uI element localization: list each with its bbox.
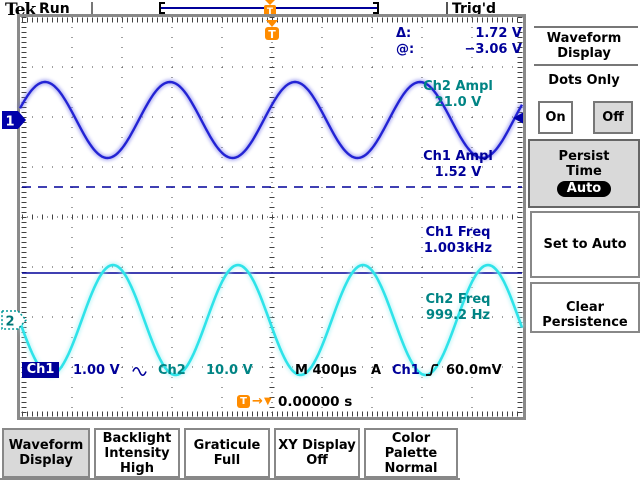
measurement-value: 1.003kHz	[423, 241, 493, 256]
trigger-mode: A	[371, 363, 382, 378]
trigger-source: Ch1	[392, 363, 420, 378]
dots-only-on-button[interactable]: On	[538, 101, 573, 134]
measurement-ch1-freq: Ch1 Freq 1.003kHz	[397, 225, 519, 257]
svg-text:T: T	[267, 7, 274, 17]
ch1-marker: 1	[2, 111, 26, 130]
delay-arrow-icon: →	[252, 394, 263, 409]
measurement-ch1-ampl: Ch1 Ampl 1.52 V	[397, 149, 519, 181]
svg-text:T: T	[268, 28, 276, 41]
ch2-label: Ch2	[158, 363, 186, 378]
clear-persistence-label: Persistence	[542, 315, 628, 330]
menu-label: Intensity	[104, 445, 170, 461]
side-menu-divider	[534, 26, 638, 28]
side-menu-divider	[534, 64, 638, 66]
record-left-bracket-icon	[159, 2, 165, 14]
ch1-waveform	[18, 80, 524, 160]
menu-label: Off	[306, 453, 328, 468]
persist-time-value-badge: Auto	[556, 181, 612, 197]
measurement-label: Ch1 Ampl	[423, 149, 493, 164]
menu-label: Normal	[384, 460, 438, 476]
trigger-level-readout: 60.0mV	[446, 363, 502, 378]
measurement-label: Ch2 Ampl	[423, 79, 493, 94]
svg-text:1: 1	[5, 115, 14, 130]
clear-persistence-label: Clear	[566, 300, 604, 315]
cursor-ref-value: −3.06 V	[464, 42, 522, 57]
cursor-ref-label: @:	[396, 42, 415, 57]
menu-label: Full	[213, 453, 241, 468]
graticule-grid	[21, 17, 523, 417]
menu-label: Color	[391, 430, 431, 446]
trigger-delay-icon: T	[237, 395, 250, 408]
bottom-menu-baseline	[0, 478, 460, 480]
ch1-badge: Ch1	[22, 362, 59, 378]
measurement-value: 999.2 Hz	[425, 308, 491, 323]
side-menu-title: Waveform Display	[546, 31, 622, 61]
measurement-value: 1.52 V	[434, 165, 482, 180]
graticule: T 1 2	[1, 17, 525, 417]
bottom-menu-color-palette[interactable]: Color Palette Normal	[364, 428, 458, 478]
delay-value: 0.00000 s	[278, 394, 353, 410]
bottom-menu-xy-display[interactable]: XY Display Off	[274, 428, 360, 478]
bottom-menu-waveform-display[interactable]: Waveform Display	[2, 428, 90, 478]
clear-persistence-button[interactable]: Clear Persistence	[530, 282, 640, 333]
ac-sine-icon	[132, 366, 147, 377]
menu-label: Waveform	[8, 438, 84, 453]
persist-time-label: Time	[566, 164, 602, 179]
trigger-level-arrow-icon	[513, 112, 523, 124]
bottom-menu-backlight-intensity[interactable]: Backlight Intensity High	[94, 428, 180, 478]
record-view-bar: T	[91, 0, 448, 17]
timebase-readout: M 400µs	[295, 363, 357, 378]
svg-text:2: 2	[5, 315, 14, 330]
cursor-delta-label: Δ:	[396, 26, 412, 41]
record-right-bracket-icon	[373, 2, 379, 14]
menu-label: Graticule	[193, 438, 261, 453]
dots-only-off-button[interactable]: Off	[593, 101, 633, 134]
menu-label: High	[120, 460, 154, 476]
measurement-label: Ch1 Freq	[425, 225, 491, 240]
ch1-scale: 1.00 V	[73, 363, 120, 378]
acquisition-status: Run	[39, 1, 70, 17]
menu-label: Display	[19, 453, 73, 468]
record-trigger-position-icon: T	[264, 0, 276, 17]
cursor-delta-value: 1.72 V	[475, 26, 522, 41]
ch2-waveform	[18, 263, 524, 377]
trigger-position-icon: T	[265, 20, 279, 41]
trigger-status: Trig'd	[452, 1, 497, 17]
measurement-ch2-ampl: Ch2 Ampl 21.0 V	[397, 79, 519, 111]
bottom-menu-graticule[interactable]: Graticule Full	[184, 428, 270, 478]
ch2-marker: 2	[1, 310, 28, 330]
waveform-display-area: T 1 2	[1, 14, 526, 420]
cursor-readout: Δ: 1.72 V @: −3.06 V	[396, 26, 522, 58]
persist-time-button[interactable]: Persist Time Auto	[528, 139, 640, 208]
menu-label: XY Display	[278, 438, 356, 453]
delay-pointer-icon: ▼	[264, 396, 272, 407]
measurement-value: 21.0 V	[434, 95, 482, 110]
menu-label: Backlight	[102, 430, 172, 446]
set-to-auto-button[interactable]: Set to Auto	[530, 211, 640, 278]
persist-time-label: Persist	[558, 149, 610, 164]
ch2-scale: 10.0 V	[206, 363, 253, 378]
rising-edge-icon	[426, 364, 438, 376]
dots-only-label: Dots Only	[548, 73, 620, 88]
measurement-ch2-freq: Ch2 Freq 999.2 Hz	[397, 292, 519, 324]
menu-label: Palette	[384, 445, 438, 461]
measurement-label: Ch2 Freq	[425, 292, 491, 307]
